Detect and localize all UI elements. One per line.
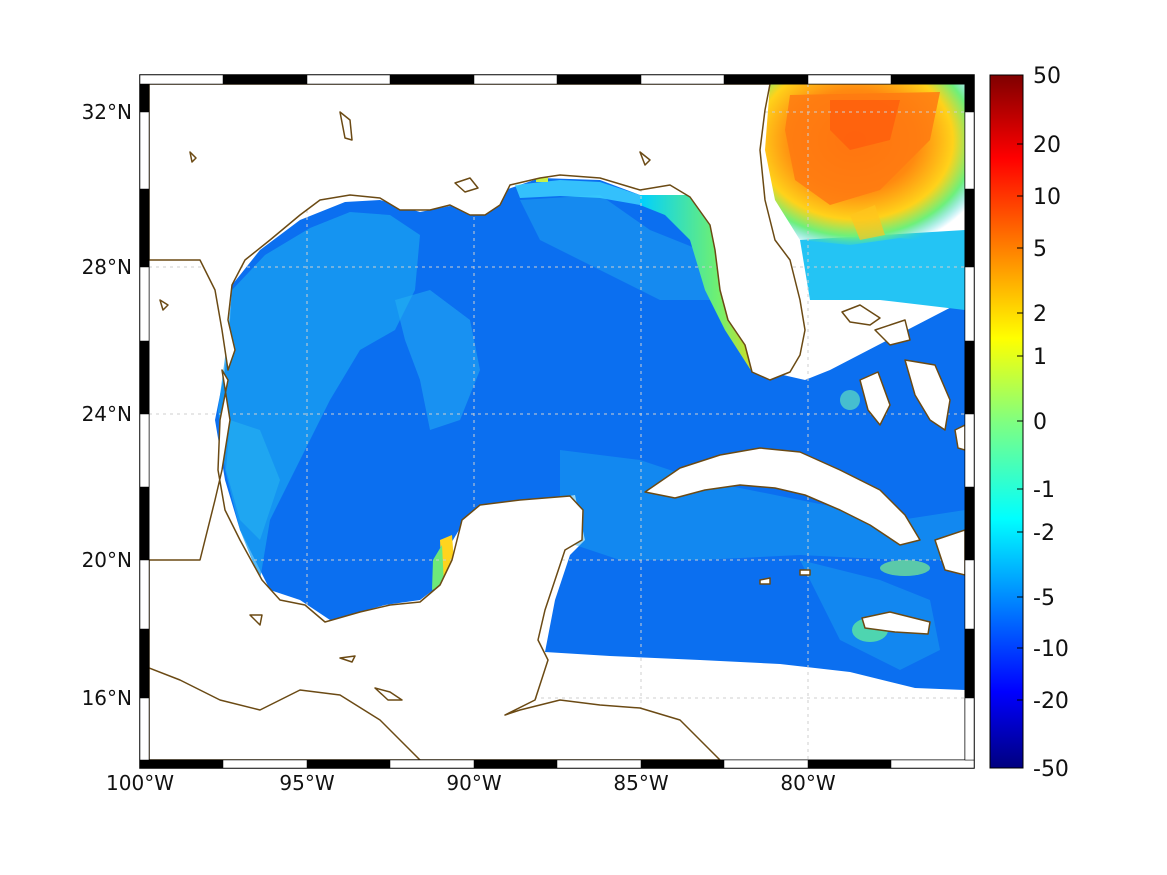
colorbar-label: 1	[1033, 345, 1047, 370]
colorbar-label: -1	[1033, 478, 1055, 503]
y-tick-label: 28°N	[82, 255, 132, 279]
x-tick-label: 100°W	[106, 771, 174, 795]
colorbar-label: 2	[1033, 302, 1047, 327]
x-tick-label: 80°W	[780, 771, 835, 795]
colorbar-label: 50	[1033, 64, 1061, 89]
colorbar-label: -50	[1033, 757, 1069, 782]
colorbar-label: -10	[1033, 637, 1069, 662]
x-tick-label: 85°W	[613, 771, 668, 795]
colorbar-label: -2	[1033, 521, 1055, 546]
y-tick-label: 32°N	[82, 100, 132, 124]
y-tick-label: 16°N	[82, 686, 132, 710]
colorbar-ticks	[1017, 143, 1023, 701]
colorbar-label: 5	[1033, 237, 1047, 262]
coastlines	[149, 84, 965, 760]
x-tick-label: 95°W	[279, 771, 334, 795]
colorbar-label: 10	[1033, 185, 1061, 210]
y-tick-label: 24°N	[82, 402, 132, 426]
frame-border-pattern	[139, 74, 975, 769]
y-tick-label: 20°N	[82, 548, 132, 572]
colorbar-label: 20	[1033, 133, 1061, 158]
colorbar-label: -5	[1033, 586, 1055, 611]
colorbar-label: 0	[1033, 410, 1047, 435]
colorbar-label: -20	[1033, 689, 1069, 714]
x-tick-label: 90°W	[446, 771, 501, 795]
